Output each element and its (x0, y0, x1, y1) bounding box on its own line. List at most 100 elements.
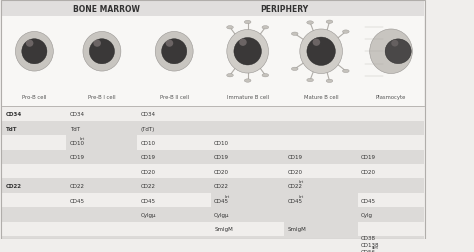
Circle shape (307, 22, 313, 25)
FancyBboxPatch shape (284, 136, 358, 150)
FancyBboxPatch shape (284, 121, 358, 136)
Text: TdT: TdT (6, 126, 17, 131)
FancyBboxPatch shape (2, 179, 66, 193)
Ellipse shape (16, 32, 54, 72)
Text: CD20: CD20 (361, 169, 376, 174)
FancyBboxPatch shape (137, 239, 211, 252)
FancyBboxPatch shape (211, 207, 284, 222)
FancyBboxPatch shape (211, 107, 284, 121)
FancyBboxPatch shape (2, 207, 66, 222)
FancyBboxPatch shape (137, 193, 211, 207)
FancyBboxPatch shape (358, 222, 424, 236)
Circle shape (307, 79, 313, 82)
Text: CD10: CD10 (214, 140, 229, 145)
FancyBboxPatch shape (211, 193, 284, 207)
Text: CD19: CD19 (70, 155, 85, 160)
Text: CD45: CD45 (288, 198, 303, 203)
Ellipse shape (162, 40, 187, 65)
Text: CD20: CD20 (288, 169, 303, 174)
Circle shape (262, 74, 269, 78)
Text: CD22: CD22 (6, 183, 22, 188)
Ellipse shape (234, 38, 262, 66)
Text: Immature B cell: Immature B cell (227, 95, 269, 100)
FancyBboxPatch shape (211, 239, 284, 250)
FancyBboxPatch shape (358, 179, 424, 193)
FancyBboxPatch shape (66, 236, 137, 239)
Text: Pro-B cell: Pro-B cell (22, 95, 46, 100)
FancyBboxPatch shape (211, 150, 284, 164)
FancyBboxPatch shape (66, 193, 137, 207)
FancyBboxPatch shape (2, 1, 211, 17)
FancyBboxPatch shape (358, 164, 424, 179)
Circle shape (227, 26, 233, 30)
FancyBboxPatch shape (66, 107, 137, 121)
Text: CD138: CD138 (361, 242, 380, 247)
Text: CD19: CD19 (288, 155, 303, 160)
Text: Cylgμ: Cylgμ (214, 212, 230, 217)
FancyBboxPatch shape (66, 164, 137, 179)
FancyBboxPatch shape (358, 1, 424, 17)
Circle shape (292, 68, 298, 71)
FancyBboxPatch shape (66, 207, 137, 222)
Text: BONE MARROW: BONE MARROW (73, 5, 140, 13)
FancyBboxPatch shape (66, 150, 137, 164)
FancyBboxPatch shape (2, 222, 66, 236)
Ellipse shape (93, 40, 101, 48)
Text: CD19: CD19 (214, 155, 229, 160)
Text: CD22: CD22 (70, 183, 85, 188)
Text: CD45: CD45 (141, 198, 156, 203)
Text: brt: brt (298, 194, 303, 198)
FancyBboxPatch shape (284, 239, 358, 252)
Ellipse shape (22, 40, 47, 65)
Text: brt: brt (80, 136, 85, 140)
FancyBboxPatch shape (358, 193, 424, 207)
FancyBboxPatch shape (284, 207, 358, 222)
Text: CD45: CD45 (214, 198, 229, 203)
FancyBboxPatch shape (284, 222, 358, 236)
FancyBboxPatch shape (2, 239, 66, 250)
FancyBboxPatch shape (358, 150, 424, 164)
FancyBboxPatch shape (211, 236, 284, 239)
Text: Mature B cell: Mature B cell (304, 95, 338, 100)
Text: CD20: CD20 (214, 169, 229, 174)
FancyBboxPatch shape (358, 239, 424, 250)
Text: PERIPHERY: PERIPHERY (260, 5, 309, 13)
Circle shape (326, 21, 333, 24)
FancyBboxPatch shape (284, 236, 358, 239)
FancyBboxPatch shape (137, 239, 211, 250)
Ellipse shape (26, 40, 34, 48)
Ellipse shape (300, 30, 342, 74)
Text: SmIgM: SmIgM (288, 227, 307, 232)
FancyBboxPatch shape (137, 179, 211, 193)
FancyBboxPatch shape (2, 239, 66, 252)
FancyBboxPatch shape (358, 107, 424, 121)
Circle shape (245, 80, 251, 83)
FancyBboxPatch shape (137, 236, 211, 239)
FancyBboxPatch shape (211, 222, 284, 236)
FancyBboxPatch shape (358, 136, 424, 150)
Text: CD34: CD34 (70, 112, 85, 117)
Text: CD19: CD19 (141, 155, 156, 160)
FancyBboxPatch shape (211, 164, 284, 179)
Text: brt: brt (298, 179, 303, 183)
Ellipse shape (392, 41, 399, 47)
Circle shape (292, 33, 298, 36)
Text: Cylg: Cylg (361, 212, 373, 217)
FancyBboxPatch shape (284, 239, 358, 250)
Text: brt: brt (225, 194, 230, 198)
Text: CD34: CD34 (6, 112, 22, 117)
FancyBboxPatch shape (66, 136, 137, 150)
FancyBboxPatch shape (2, 164, 66, 179)
FancyBboxPatch shape (66, 179, 137, 193)
FancyBboxPatch shape (2, 236, 66, 239)
Text: Cylgμ: Cylgμ (141, 212, 156, 217)
FancyBboxPatch shape (137, 164, 211, 179)
FancyBboxPatch shape (2, 150, 66, 164)
Circle shape (227, 74, 233, 78)
Ellipse shape (307, 38, 336, 66)
Circle shape (326, 80, 333, 83)
FancyBboxPatch shape (211, 239, 284, 252)
FancyBboxPatch shape (284, 164, 358, 179)
Ellipse shape (385, 40, 411, 64)
Text: CD22: CD22 (141, 183, 156, 188)
